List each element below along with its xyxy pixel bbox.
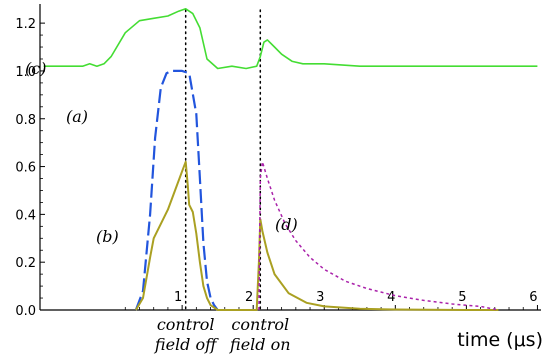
series-label-c: (c) xyxy=(25,59,46,78)
series-d-line xyxy=(258,161,499,311)
y-tick-label: 1.2 xyxy=(15,17,36,32)
x-tick-label: 4 xyxy=(387,290,395,305)
series-b-line xyxy=(135,160,499,311)
labels: (c) (a) (b) (d) time (μs) xyxy=(25,59,543,351)
series-label-d: (d) xyxy=(275,215,298,234)
series-lines xyxy=(43,8,538,311)
x-axis-label: time (μs) xyxy=(457,329,543,351)
y-tick-label: 0.0 xyxy=(15,304,36,319)
x-tick-label: 1 xyxy=(174,290,182,305)
x-tick-label: 5 xyxy=(458,290,466,305)
x-tick-label: 3 xyxy=(316,290,324,305)
marker-note: control xyxy=(157,315,215,334)
axes: 0.0 0.2 0.4 0.6 0.8 1.0 1.2 1 2 3 4 5 6 xyxy=(15,4,541,319)
x-tick-label: 2 xyxy=(245,290,253,305)
series-label-b: (b) xyxy=(96,227,119,246)
y-tick-label: 0.8 xyxy=(15,113,36,128)
y-tick-label: 0.2 xyxy=(15,256,36,271)
series-c-line xyxy=(43,8,538,70)
series-label-a: (a) xyxy=(66,107,88,126)
x-tick-label: 6 xyxy=(529,290,537,305)
y-tick-label: 1.0 xyxy=(15,65,36,80)
y-tick-label: 0.6 xyxy=(15,161,36,176)
marker-note: field on xyxy=(229,335,291,354)
marker-note: control xyxy=(231,315,289,334)
marker-note: field off xyxy=(154,335,219,354)
y-tick-label: 0.4 xyxy=(15,208,36,223)
series-a-line xyxy=(134,69,219,311)
